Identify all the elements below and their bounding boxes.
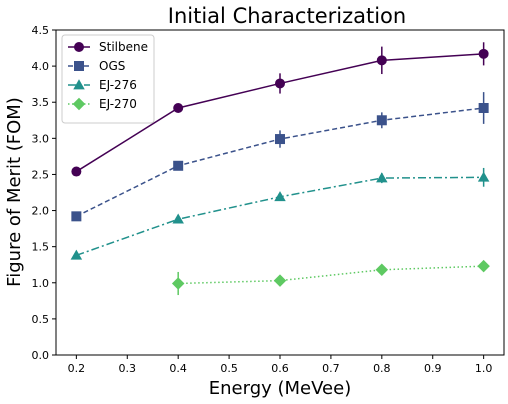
y-tick-label: 4.0 [32,60,50,73]
series-ej-270 [171,259,490,296]
data-point [376,172,388,183]
legend-box [61,34,155,124]
data-point [71,211,82,222]
legend-item: OGS [68,59,125,73]
chart-title: Initial Characterization [168,4,406,28]
legend-item: Stilbene [68,40,148,54]
y-tick-label: 1.5 [32,241,50,254]
legend-label: OGS [99,59,125,73]
legend-marker [73,79,85,90]
legend-label: EJ-270 [99,97,137,111]
legend-item: EJ-270 [68,97,137,111]
series-line [76,176,484,257]
series-layer [70,42,490,296]
legend-item: EJ-276 [68,78,137,92]
axis-ticks: 0.2 0.3 0.4 0.5 0.6 0.7 0.8 0.9 1.0 0.0 0.5 1.0 1.5 2… [32,24,493,375]
x-tick-label: 0.9 [424,362,442,375]
y-tick-label: 4.5 [32,24,50,37]
legend: Stilbene OGS EJ-276 EJ-270 [61,34,155,124]
x-tick-label: 0.8 [373,362,391,375]
y-axis-title: Figure of Merit (FOM) [4,97,25,287]
data-point [274,191,286,202]
legend-marker [74,42,84,52]
y-tick-label: 3.5 [32,96,50,109]
x-tick-label: 0.2 [68,362,86,375]
data-point [172,213,184,224]
data-point [478,48,489,59]
data-point [376,55,387,66]
x-tick-label: 0.3 [119,362,137,375]
x-tick-label: 1.0 [475,362,493,375]
y-tick-label: 2.5 [32,168,50,181]
data-point [273,274,287,287]
y-tick-label: 2.0 [32,205,50,218]
data-point [173,103,184,113]
x-axis-title: Energy (MeVee) [209,378,351,399]
data-point [275,134,285,145]
data-point [275,78,285,89]
legend-marker [72,97,86,111]
data-point [71,166,82,177]
x-tick-label: 0.6 [271,362,289,375]
y-tick-label: 0.0 [32,349,50,362]
data-point [477,171,490,182]
y-tick-label: 1.0 [32,277,50,290]
series-stilbene [71,42,489,177]
series-ej-276 [70,167,490,260]
legend-label: Stilbene [99,40,148,54]
data-point [70,249,83,260]
y-tick-label: 0.5 [32,313,50,326]
legend-label: EJ-276 [99,78,137,92]
legend-marker [74,61,84,71]
y-tick-label: 3.0 [32,132,50,145]
data-point [376,115,387,126]
data-point [171,277,185,290]
data-point [375,263,389,277]
x-tick-label: 0.7 [322,362,340,375]
data-point [477,259,490,273]
x-tick-label: 0.4 [169,362,187,375]
x-tick-label: 0.5 [220,362,238,375]
data-point [478,103,489,113]
series-ogs [71,92,489,222]
data-point [173,160,184,171]
series-line [178,265,484,285]
